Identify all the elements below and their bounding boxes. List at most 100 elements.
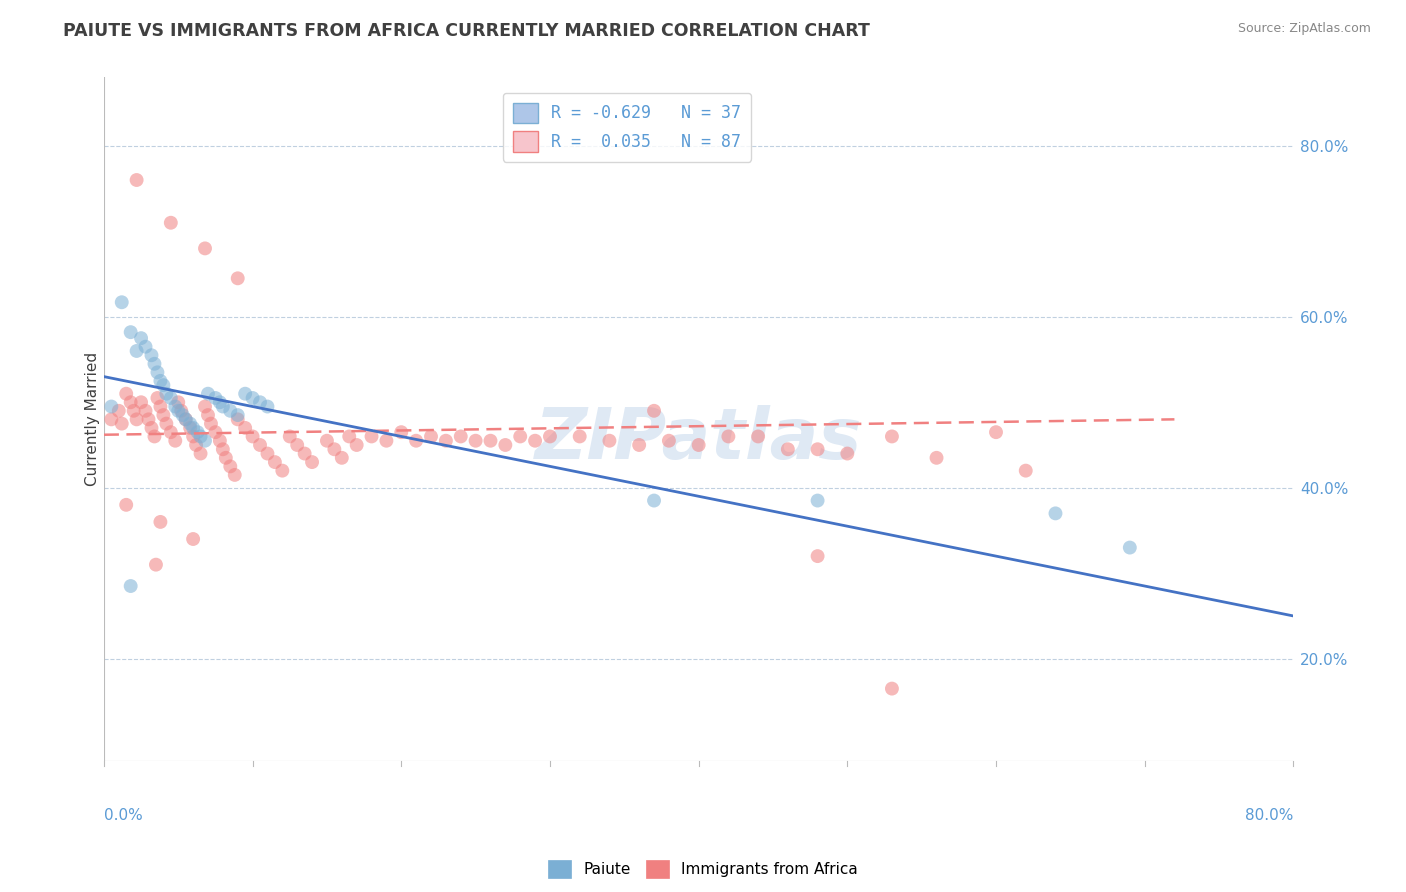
Point: [174, 412, 197, 426]
Text: PAIUTE VS IMMIGRANTS FROM AFRICA CURRENTLY MARRIED CORRELATION CHART: PAIUTE VS IMMIGRANTS FROM AFRICA CURRENT…: [63, 22, 870, 40]
Point: [925, 450, 948, 465]
Point: [688, 438, 710, 452]
Point: [212, 400, 235, 414]
Point: [464, 434, 486, 448]
Point: [143, 357, 166, 371]
Point: [194, 434, 217, 448]
Point: [330, 450, 353, 465]
Point: [155, 386, 177, 401]
Point: [837, 446, 859, 460]
Point: [278, 429, 301, 443]
Point: [1119, 541, 1142, 555]
Point: [224, 467, 246, 482]
Y-axis label: Currently Married: Currently Married: [86, 352, 100, 486]
Point: [149, 374, 172, 388]
Point: [643, 493, 665, 508]
Point: [204, 391, 226, 405]
Point: [149, 400, 172, 414]
Text: 80.0%: 80.0%: [1244, 808, 1294, 823]
Point: [167, 404, 190, 418]
Point: [208, 434, 231, 448]
Point: [212, 442, 235, 457]
Point: [179, 417, 201, 431]
Point: [120, 395, 142, 409]
Point: [135, 340, 157, 354]
Point: [125, 412, 148, 426]
Point: [167, 395, 190, 409]
Point: [172, 408, 194, 422]
Point: [658, 434, 681, 448]
Point: [179, 421, 201, 435]
Point: [181, 421, 204, 435]
Point: [181, 532, 204, 546]
Point: [100, 412, 122, 426]
Point: [184, 438, 207, 452]
Point: [145, 558, 167, 572]
Point: [509, 429, 531, 443]
Legend: R = -0.629   N = 37, R =  0.035   N = 87: R = -0.629 N = 37, R = 0.035 N = 87: [503, 93, 751, 161]
Point: [294, 446, 316, 460]
Point: [301, 455, 323, 469]
Point: [159, 216, 181, 230]
Point: [120, 579, 142, 593]
Point: [405, 434, 427, 448]
Point: [984, 425, 1007, 439]
Point: [256, 446, 278, 460]
Point: [125, 343, 148, 358]
Point: [880, 429, 903, 443]
Point: [159, 391, 181, 405]
Point: [107, 404, 129, 418]
Point: [155, 417, 177, 431]
Point: [146, 365, 169, 379]
Text: ZIPatlas: ZIPatlas: [534, 405, 862, 475]
Point: [249, 438, 271, 452]
Text: Source: ZipAtlas.com: Source: ZipAtlas.com: [1237, 22, 1371, 36]
Point: [219, 459, 242, 474]
Point: [122, 404, 145, 418]
Point: [1045, 507, 1067, 521]
Point: [323, 442, 346, 457]
Point: [880, 681, 903, 696]
Point: [194, 241, 217, 255]
Point: [197, 386, 219, 401]
Point: [215, 450, 238, 465]
Point: [219, 404, 242, 418]
Point: [152, 408, 174, 422]
Point: [494, 438, 516, 452]
Point: [226, 408, 249, 422]
Point: [165, 400, 187, 414]
Point: [747, 429, 769, 443]
Point: [538, 429, 561, 443]
Point: [233, 386, 256, 401]
Point: [143, 429, 166, 443]
Point: [360, 429, 382, 443]
Point: [375, 434, 398, 448]
Point: [434, 434, 457, 448]
Point: [643, 404, 665, 418]
Point: [190, 429, 212, 443]
Point: [807, 493, 830, 508]
Point: [141, 421, 163, 435]
Point: [1015, 464, 1038, 478]
Point: [100, 400, 122, 414]
Point: [420, 429, 443, 443]
Point: [170, 404, 193, 418]
Point: [141, 348, 163, 362]
Point: [337, 429, 360, 443]
Point: [568, 429, 591, 443]
Point: [152, 378, 174, 392]
Point: [120, 325, 142, 339]
Point: [524, 434, 547, 448]
Point: [115, 386, 138, 401]
Point: [389, 425, 412, 439]
Point: [242, 391, 264, 405]
Point: [249, 395, 271, 409]
Point: [271, 464, 294, 478]
Point: [628, 438, 651, 452]
Point: [200, 417, 222, 431]
Point: [115, 498, 138, 512]
Point: [208, 395, 231, 409]
Point: [149, 515, 172, 529]
Point: [111, 417, 134, 431]
Point: [129, 395, 152, 409]
